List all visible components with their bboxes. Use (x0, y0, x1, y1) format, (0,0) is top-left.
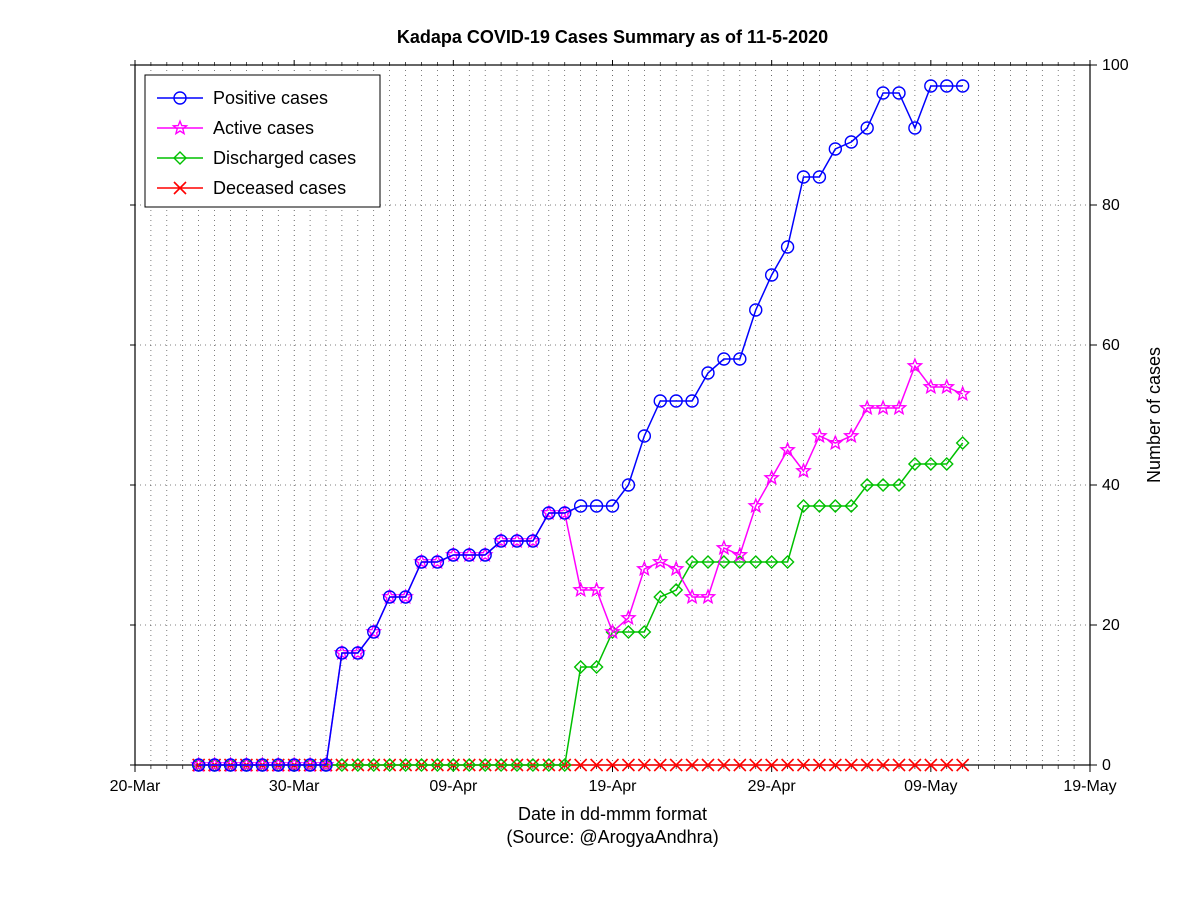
legend-label: Active cases (213, 118, 314, 138)
legend-label: Positive cases (213, 88, 328, 108)
y-tick-label: 0 (1102, 757, 1111, 774)
y-axis-label: Number of cases (1144, 347, 1164, 483)
legend-label: Discharged cases (213, 148, 356, 168)
x-axis-label: Date in dd-mmm format (518, 804, 707, 824)
y-tick-label: 40 (1102, 477, 1120, 494)
y-tick-label: 100 (1102, 57, 1129, 74)
x-tick-label: 29-Apr (748, 778, 797, 795)
legend-label: Deceased cases (213, 178, 346, 198)
chart-container: 20-Mar 30-Mar 09-Apr 19-Apr 29-Apr 09-May 19-M… (0, 0, 1200, 898)
legend: Positive cases Active cases Discharged cas… (145, 75, 380, 207)
y-tick-label: 20 (1102, 617, 1120, 634)
x-tick-label: 20-Mar (110, 778, 161, 795)
x-axis-sublabel: (Source: @ArogyaAndhra) (506, 827, 718, 847)
chart-title: Kadapa COVID-19 Cases Summary as of 11-5… (397, 27, 828, 47)
x-tick-label: 09-May (904, 778, 957, 795)
x-tick-label: 09-Apr (429, 778, 478, 795)
y-tick-label: 80 (1102, 197, 1120, 214)
x-tick-label: 30-Mar (269, 778, 320, 795)
covid-cases-chart: 20-Mar 30-Mar 09-Apr 19-Apr 29-Apr 09-May 19-M… (0, 0, 1200, 898)
x-tick-label: 19-May (1063, 778, 1116, 795)
y-tick-label: 60 (1102, 337, 1120, 354)
x-tick-label: 19-Apr (588, 778, 637, 795)
